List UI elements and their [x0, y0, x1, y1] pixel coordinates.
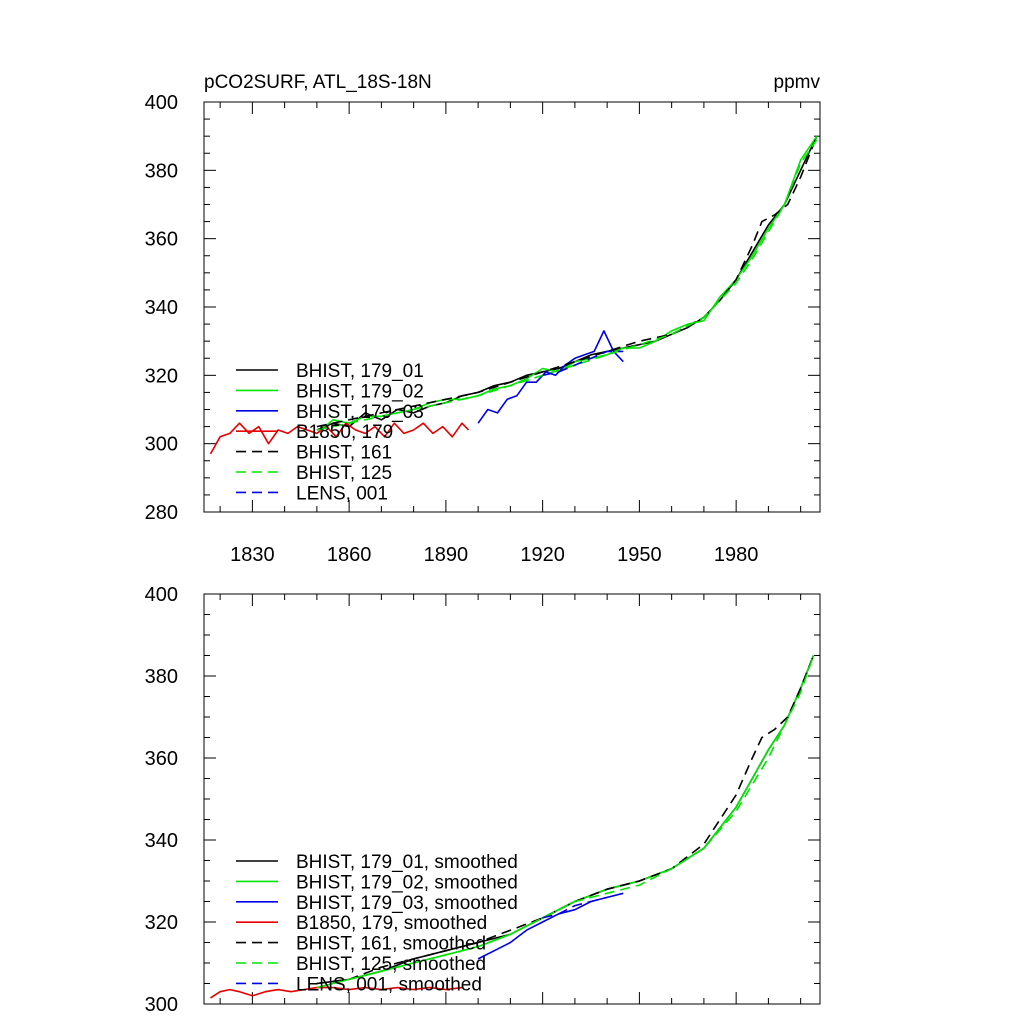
legend-label: BHIST, 179_01: [296, 361, 424, 382]
series-line-bhist-125: [316, 139, 818, 431]
x-tick-label: 1860: [327, 544, 372, 566]
y-tick-label: 360: [145, 748, 178, 770]
x-tick-label: 1920: [520, 544, 565, 566]
x-tick-label: 1950: [617, 544, 662, 566]
x-tick-label: 1830: [230, 544, 275, 566]
y-tick-label: 360: [145, 229, 178, 251]
legend-label: BHIST, 179_03, smoothed: [296, 893, 518, 914]
y-tick-label: 380: [145, 666, 178, 688]
legend-label: BHIST, 161, smoothed: [296, 934, 486, 955]
legend-label: BHIST, 179_01, smoothed: [296, 852, 518, 873]
series-lines: [210, 655, 815, 999]
bottom-panel: 300 320 340 360 380 400 BHIST, 179_01, smoothe…: [145, 584, 821, 1016]
top-panel: pCO2SURF, ATL_18S-18N ppmv 280 300 320 340 360…: [145, 72, 821, 566]
legend-label: LENS, 001: [296, 483, 388, 504]
legend-label: BHIST, 179_02: [296, 381, 424, 402]
legend-label: BHIST, 125: [296, 463, 392, 484]
series-line-bhist-179-03: [477, 330, 624, 424]
series-lines: [209, 135, 818, 455]
legend-label: BHIST, 125, smoothed: [296, 954, 486, 975]
legend-label: BHIST, 179_03: [296, 402, 424, 423]
y-tick-label: 300: [145, 434, 178, 456]
legend-label: LENS, 001, smoothed: [296, 974, 482, 995]
y-tick-label: 380: [145, 160, 178, 182]
y-tick-label: 340: [145, 830, 178, 852]
x-tick-label: 1980: [714, 544, 759, 566]
series-line-b1850-179: [209, 422, 470, 455]
chart-title: pCO2SURF, ATL_18S-18N: [204, 72, 432, 93]
y-tick-label: 300: [145, 994, 178, 1016]
x-tick-label: 1890: [424, 544, 469, 566]
y-tick-label: 340: [145, 297, 178, 319]
y-tick-label: 320: [145, 912, 178, 934]
series-line-bhist-179-03-smoothed: [477, 892, 624, 960]
series-line-bhist-161-smoothed: [316, 655, 815, 985]
series-line-lens-001-smoothed: [542, 896, 608, 919]
y-tick-label: 400: [145, 92, 178, 114]
series-line-lens-001: [542, 350, 624, 377]
units-label: ppmv: [774, 72, 821, 93]
legend-label: B1850, 179: [296, 422, 393, 443]
legend-label: B1850, 179, smoothed: [296, 913, 487, 934]
y-tick-label: 320: [145, 365, 178, 387]
y-tick-label: 400: [145, 584, 178, 606]
legend-label: BHIST, 161: [296, 443, 392, 464]
series-line-bhist-125-smoothed: [316, 655, 815, 989]
y-tick-label: 280: [145, 502, 178, 524]
legend-label: BHIST, 179_02, smoothed: [296, 872, 518, 893]
